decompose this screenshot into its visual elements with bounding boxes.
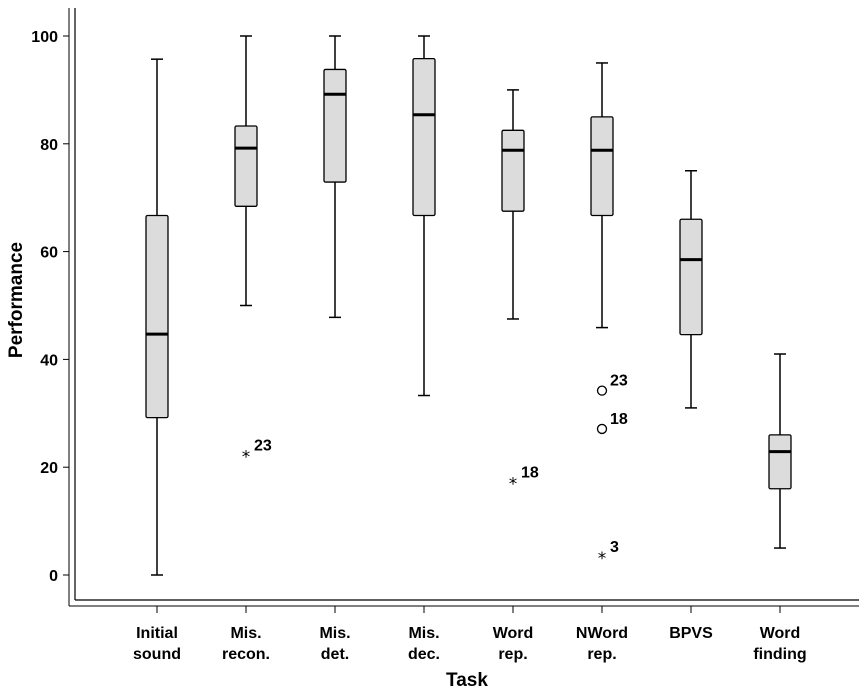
x-tick-label: BPVS [669, 625, 713, 642]
x-axis-title: Task [446, 670, 488, 691]
outlier-label: 23 [610, 373, 628, 390]
box-2 [323, 35, 347, 319]
x-tick-label: Mis. [408, 625, 439, 642]
x-tick-label: dec. [408, 646, 440, 663]
x-tick-label: rep. [498, 646, 527, 663]
x-tick-label: Mis. [319, 625, 350, 642]
outlier-circle [596, 385, 608, 396]
x-tick-label: Word [760, 625, 801, 642]
outlier-star: * [242, 447, 251, 467]
box-0 [145, 58, 169, 576]
y-tick-label: 20 [40, 460, 58, 477]
y-tick-label: 60 [40, 245, 58, 262]
x-tick-label: sound [133, 646, 181, 663]
box-3 [412, 35, 436, 397]
box-1 [234, 35, 258, 307]
x-tick-label: recon. [222, 646, 270, 663]
box-4 [501, 89, 525, 320]
outlier-label: 18 [610, 411, 628, 428]
outlier-18: *18 [509, 464, 539, 494]
box-iqr [145, 214, 169, 419]
outlier-23: *23 [242, 437, 272, 467]
box-6 [679, 170, 703, 409]
box-iqr [323, 68, 347, 183]
outlier-18: 18 [596, 411, 628, 435]
plot-frame [68, 8, 859, 607]
x-tick-label: NWord [576, 625, 628, 642]
x-axis: Initial sound Mis. recon. Mis. det. Mis. dec. Wo… [133, 606, 807, 663]
y-axis-title: Performance [6, 242, 27, 358]
box-iqr [679, 218, 703, 336]
y-axis: 0 20 40 60 80 100 [31, 29, 69, 585]
box-iqr [501, 129, 525, 212]
y-tick-label: 80 [40, 137, 58, 154]
outlier-label: 23 [254, 437, 272, 454]
box-5 [590, 62, 614, 329]
box-7 [768, 353, 792, 549]
outlier-circle [596, 423, 608, 435]
box-iqr [234, 125, 258, 207]
outlier-label: 3 [610, 539, 619, 556]
x-tick-label: Initial [136, 625, 178, 642]
box-iqr [768, 434, 792, 490]
outlier-star: * [598, 549, 607, 569]
x-tick-label: rep. [587, 646, 616, 663]
x-tick-label: det. [321, 646, 349, 663]
y-tick-label: 40 [40, 352, 58, 369]
y-tick-label: 0 [49, 568, 58, 585]
x-tick-label: Mis. [230, 625, 261, 642]
x-tick-label: Word [493, 625, 534, 642]
outlier-label: 18 [521, 464, 539, 481]
x-tick-label: finding [753, 646, 806, 663]
boxes [145, 35, 792, 576]
y-tick-label: 100 [31, 29, 58, 46]
outlier-3: *3 [598, 539, 619, 569]
box-iqr [412, 57, 436, 217]
box-iqr [590, 116, 614, 217]
outlier-23: 23 [596, 373, 628, 396]
outlier-star: * [509, 474, 518, 494]
